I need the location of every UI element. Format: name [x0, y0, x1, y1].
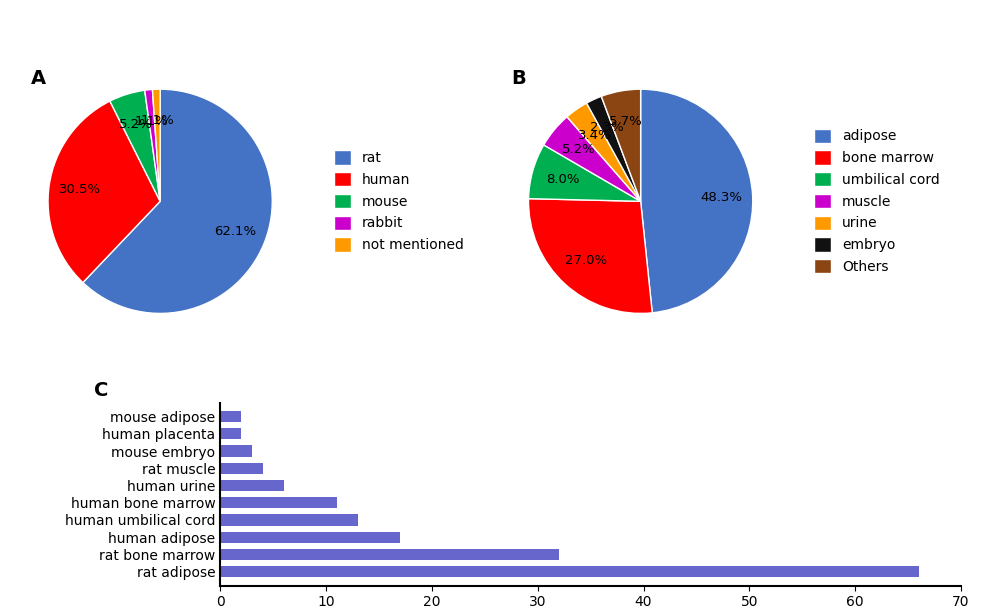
Wedge shape: [83, 89, 272, 314]
Text: 8.0%: 8.0%: [547, 173, 580, 186]
Bar: [220, 497, 336, 508]
Bar: [220, 428, 241, 439]
Wedge shape: [110, 90, 160, 201]
Wedge shape: [544, 117, 641, 201]
Text: 30.5%: 30.5%: [59, 183, 101, 196]
Text: A: A: [31, 69, 46, 88]
Text: C: C: [94, 381, 109, 400]
Text: 5.2%: 5.2%: [119, 118, 153, 131]
Bar: [220, 566, 919, 577]
Text: 5.7%: 5.7%: [610, 115, 643, 128]
Wedge shape: [529, 145, 641, 201]
Text: 1.1%: 1.1%: [135, 115, 169, 127]
Bar: [220, 514, 357, 526]
Text: 48.3%: 48.3%: [701, 190, 743, 204]
Wedge shape: [602, 89, 641, 201]
Wedge shape: [145, 90, 160, 201]
Legend: adipose, bone marrow, umbilical cord, muscle, urine, embryo, Others: adipose, bone marrow, umbilical cord, mu…: [810, 124, 944, 278]
Text: 3.4%: 3.4%: [578, 129, 612, 142]
Text: B: B: [512, 69, 527, 88]
Wedge shape: [152, 89, 160, 201]
Text: 62.1%: 62.1%: [214, 224, 256, 238]
Wedge shape: [587, 96, 641, 201]
Bar: [220, 445, 252, 457]
Text: 5.2%: 5.2%: [562, 143, 596, 156]
Wedge shape: [48, 101, 160, 282]
Bar: [220, 549, 559, 560]
Wedge shape: [641, 89, 753, 313]
Wedge shape: [529, 199, 653, 314]
Wedge shape: [567, 103, 641, 201]
Text: 2.3%: 2.3%: [590, 121, 624, 134]
Bar: [220, 462, 262, 474]
Legend: rat, human, mouse, rabbit, not mentioned: rat, human, mouse, rabbit, not mentioned: [329, 146, 467, 256]
Text: 27.0%: 27.0%: [565, 254, 607, 267]
Bar: [220, 411, 241, 422]
Bar: [220, 480, 283, 491]
Bar: [220, 531, 400, 543]
Text: 1.1%: 1.1%: [140, 114, 174, 127]
